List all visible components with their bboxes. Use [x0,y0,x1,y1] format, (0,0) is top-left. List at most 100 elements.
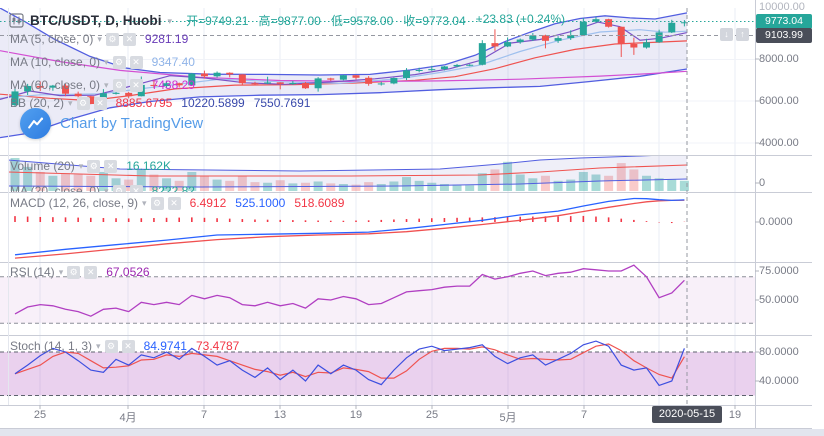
tradingview-logo[interactable]: Chart by TradingView [20,108,203,139]
candle [617,26,625,44]
candle [504,42,512,47]
legend-label[interactable]: MACD (12, 26, close, 9) [10,196,139,210]
candle [264,82,272,84]
chevron-down-icon[interactable]: ▾ [104,80,109,90]
chevron-down-icon[interactable]: ▾ [104,57,109,67]
volume-bar [23,166,33,191]
close-value: 收=9773.04 [403,14,466,28]
legend-label[interactable]: MA (5, close, 0) [10,32,94,46]
volume-bar [654,178,664,191]
chevron-down-icon[interactable]: ▾ [167,15,173,26]
rsi-line [14,264,685,317]
volume-bar [503,161,513,191]
volume-layer [7,155,689,191]
volume-bar [667,179,677,191]
legend-label[interactable]: RSI (14) [10,265,55,279]
candle [605,19,613,27]
volume-bar [439,184,449,191]
volume-bar [86,175,96,191]
legend-ma5: MA (5, close, 0) ▾ ⚙ ✕ 9281.19 [10,32,188,46]
candle [163,83,171,86]
legend-label[interactable]: MA (10, close, 0) [10,55,101,69]
bb-fill [0,8,687,138]
volume-bar [351,184,361,191]
candle [125,92,133,97]
legend-volume-ma: MA (20, close, 0) ▾ ⚙ ✕ 8222.82 [10,184,195,192]
settings-gear-icon[interactable]: ⚙ [104,339,118,353]
legend-label[interactable]: BB (20, 2) [10,96,65,110]
rsi-band [0,276,755,324]
candlestick-chart-icon [9,13,24,28]
settings-gear-icon[interactable]: ⚙ [112,184,126,192]
low-value: 低=9578.00 [330,14,394,28]
close-icon[interactable]: ✕ [84,265,98,279]
close-icon[interactable]: ✕ [129,55,143,69]
price-scale-clipped-label: 10000.00 [759,1,805,13]
close-icon[interactable]: ✕ [121,339,135,353]
candle [529,35,537,40]
volume-bar [642,175,651,191]
volume-bar [149,174,159,191]
settings-gear-icon[interactable]: ⚙ [76,96,90,110]
candle [112,92,120,94]
scale-down-button[interactable]: ↓ [720,28,733,41]
close-icon[interactable]: ✕ [122,32,136,46]
chevron-down-icon[interactable]: ▾ [142,198,147,208]
close-icon[interactable]: ✕ [104,159,118,173]
time-tick-label: 25 [33,409,47,421]
legend-value: 6.4912 [189,196,227,210]
chevron-down-icon[interactable]: ▾ [68,98,73,108]
candle [554,38,562,41]
volume-band-upper [7,155,676,172]
legend-label[interactable]: Volume (20) [10,159,75,173]
chevron-down-icon[interactable]: ▾ [96,341,101,351]
volume-band-lower [7,178,688,188]
bottom-scrollbar[interactable] [0,429,824,436]
legend-volume: Volume (20) ▾ ⚙ ✕ 16.162K [10,159,171,173]
candle [643,42,650,48]
chevron-down-icon[interactable]: ▾ [97,34,102,44]
time-tick-label: 13 [273,409,287,421]
close-icon[interactable]: ✕ [93,96,107,110]
settings-gear-icon[interactable]: ⚙ [150,196,164,210]
close-icon[interactable]: ✕ [167,196,181,210]
candle [415,70,423,71]
close-icon[interactable]: ✕ [129,184,143,192]
volume-bar [376,184,386,191]
legend-label[interactable]: MA (60, close, 0) [10,78,101,92]
macd-layer [14,197,686,259]
settings-gear-icon[interactable]: ⚙ [112,55,126,69]
candle [238,74,246,84]
symbol-header[interactable]: BTC/USDT, D, Huobi ▾ 开=9749.21 高=9877.00… [9,12,565,29]
candle [289,83,297,85]
settings-gear-icon[interactable]: ⚙ [105,32,119,46]
candle [478,43,486,65]
chevron-down-icon[interactable]: ▾ [104,186,109,192]
volume-bar [225,180,235,191]
chevron-down-icon[interactable]: ▾ [58,267,64,277]
time-tick-label: 25 [425,409,439,421]
symbol-title[interactable]: BTC/USDT, D, Huobi [30,13,162,28]
price-scale-label: 0 [759,177,766,189]
crosshair-price-badge: 9103.99 [756,28,812,43]
volume-bar [288,183,298,191]
legend-label[interactable]: MA (20, close, 0) [10,184,101,192]
legend-label[interactable]: Stoch (14, 1, 3) [10,339,93,353]
volume-bar [136,169,146,191]
legend-stoch: Stoch (14, 1, 3) ▾ ⚙ ✕ 84.9741 73.4787 [10,339,239,353]
candle [466,64,474,66]
legend-value: 10220.5899 [181,96,245,110]
macd-line [14,197,685,256]
legend-bb: BB (20, 2) ▾ ⚙ ✕ 8885.6795 10220.5899 75… [10,96,310,110]
candle [567,35,575,39]
change-value: +23.83 (+0.24%) [475,12,566,26]
candle [87,96,95,104]
scale-up-button[interactable]: ↑ [736,28,749,41]
close-icon[interactable]: ✕ [129,78,143,92]
chevron-down-icon[interactable]: ▾ [78,161,84,171]
candle [403,70,411,78]
settings-gear-icon[interactable]: ⚙ [67,265,81,279]
settings-gear-icon[interactable]: ⚙ [87,159,101,173]
settings-gear-icon[interactable]: ⚙ [112,78,126,92]
